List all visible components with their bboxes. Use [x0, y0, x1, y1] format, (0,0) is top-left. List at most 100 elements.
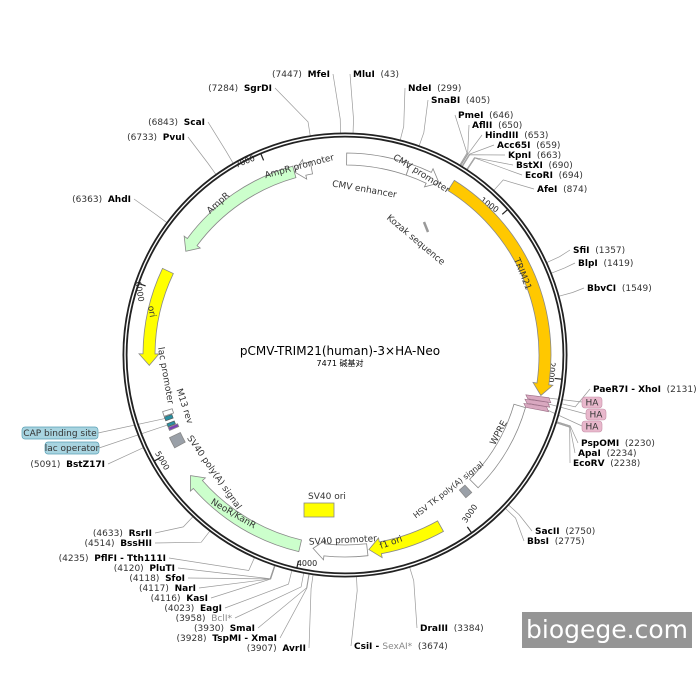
- enzyme-position: (3958): [176, 614, 212, 624]
- enzyme-leader-line: [187, 564, 276, 580]
- enzyme-leader-line: [207, 121, 234, 165]
- enzyme-leader-line: [332, 73, 341, 135]
- enzyme-label-nari: (4117) NarI: [139, 584, 196, 594]
- enzyme-leader-line: [555, 422, 571, 464]
- enzyme-name: SfoI: [165, 574, 185, 584]
- enzyme-name: SacII: [535, 527, 560, 537]
- enzyme-name: SmaI: [230, 624, 255, 634]
- tick-mark: [138, 283, 146, 287]
- enzyme-name: EcoRV: [573, 459, 605, 469]
- feature-lac-promoter: [162, 408, 175, 417]
- enzyme-position: (694): [553, 171, 583, 181]
- feature-ampr-promoter: [293, 158, 313, 180]
- enzyme-name: ApaI: [578, 449, 601, 459]
- feature-label-sv40-promoter: SV40 promoter: [309, 534, 378, 548]
- enzyme-name: RsrII: [129, 529, 152, 539]
- enzyme-name: KpnI: [508, 151, 531, 161]
- enzyme-position: (3384): [448, 624, 484, 634]
- enzyme-position: (874): [557, 185, 587, 195]
- enzyme-position: (1419): [598, 259, 634, 269]
- enzyme-label-tspmi-xmai: (3928) TspMI - XmaI: [177, 634, 277, 644]
- enzyme-position: (7447): [272, 70, 308, 80]
- feature-trim21: [447, 179, 554, 397]
- enzyme-position: (653): [519, 131, 549, 141]
- enzyme-leader-line: [507, 504, 533, 532]
- tick-label: 7000: [234, 154, 256, 170]
- enzyme-leader-line: [274, 87, 311, 137]
- enzyme-label-kpni: KpnI (663): [508, 151, 561, 161]
- watermark: biogege.com: [522, 612, 692, 648]
- enzyme-name: PaeR7I - XhoI: [593, 385, 661, 395]
- enzyme-label-pspomi: PspOMI (2230): [581, 439, 655, 449]
- tick-mark: [260, 153, 265, 161]
- enzyme-position: (1357): [590, 246, 626, 256]
- enzyme-name: AvrII: [282, 644, 306, 654]
- tick-label: 3000: [460, 503, 479, 525]
- feature-label-sv40-ori: SV40 ori: [308, 492, 346, 502]
- enzyme-position: (646): [483, 111, 513, 121]
- backbone-ring-inner: [124, 134, 566, 576]
- enzyme-position: (3907): [247, 644, 283, 654]
- enzyme-label-aflii: AflII (650): [472, 121, 522, 131]
- enzyme-label-apai: ApaI (2234): [578, 449, 637, 459]
- enzyme-label-paer7i-xhoi: PaeR7I - XhoI (2131): [593, 385, 697, 395]
- feature-ampr: [183, 165, 297, 252]
- plasmid-length: 7471 碱基对: [317, 358, 364, 368]
- enzyme-position: (5091): [30, 460, 66, 470]
- tick-mark: [154, 456, 161, 462]
- feature-neor-kanr: [189, 475, 303, 553]
- enzyme-label-mlui: MluI (43): [353, 70, 399, 80]
- enzyme-leader-line: [399, 87, 406, 142]
- enzyme-name: SgrDI: [244, 84, 272, 94]
- enzyme-label-sacii: SacII (2750): [535, 527, 595, 537]
- enzyme-leader-line: [349, 73, 354, 135]
- enzyme-label-ndei: NdeI (299): [408, 84, 461, 94]
- enzyme-name: BstZ17I: [66, 460, 105, 470]
- enzyme-label-bstxi: BstXI (690): [516, 161, 573, 171]
- enzyme-leader-line: [187, 136, 217, 176]
- enzyme-position: (2238): [605, 459, 641, 469]
- enzyme-label-ecorv: EcoRV (2238): [573, 459, 640, 469]
- enzyme-label-smai: (3930) SmaI: [194, 624, 255, 634]
- feature-label-m13-rev: M13 rev: [174, 388, 195, 426]
- enzyme-name: BbvCI: [587, 284, 616, 294]
- enzyme-position: (4514): [85, 539, 121, 549]
- cap-binding-site-badge: [21, 426, 99, 440]
- ha-badge: [581, 396, 603, 409]
- enzyme-position: (43): [375, 70, 399, 80]
- enzyme-name: NarI: [175, 584, 196, 594]
- enzyme-label-sgrdi: (7284) SgrDI: [208, 84, 272, 94]
- enzyme-label-pluti: (4120) PluTI: [114, 564, 175, 574]
- enzyme-leader-line: [409, 566, 418, 629]
- feature-label-lac-promoter: lac promoter: [155, 346, 175, 405]
- feature-wpre: [469, 403, 526, 489]
- enzyme-name: SfiI: [573, 246, 590, 256]
- enzyme-label-bsshii: (4514) BssHII: [85, 539, 152, 549]
- enzyme-position: (4120): [114, 564, 150, 574]
- enzyme-label-mfei: (7447) MfeI: [272, 70, 330, 80]
- enzyme-leader-line: [558, 287, 585, 297]
- enzyme-label-ecori: EcoRI (694): [525, 171, 583, 181]
- enzyme-label-draiii: DraIII (3384): [420, 624, 484, 634]
- enzyme-leader-line: [418, 99, 429, 147]
- feature-sv40-ori: [303, 502, 335, 518]
- enzyme-position: (3674): [412, 642, 448, 652]
- enzyme-name: BclI*: [211, 614, 232, 624]
- enzyme-label-acc65i: Acc65I (659): [497, 141, 560, 151]
- enzyme-position: (2230): [619, 439, 655, 449]
- enzyme-name: CsiI -: [354, 642, 382, 652]
- enzyme-name: AflII: [472, 121, 492, 131]
- enzyme-name: TspMI - XmaI: [212, 634, 277, 644]
- enzyme-leader-line: [459, 124, 470, 167]
- feature-m13-rev: [167, 423, 180, 432]
- ha-badge: [581, 420, 603, 433]
- enzyme-leader-line: [550, 262, 576, 274]
- enzyme-leader-line: [279, 573, 310, 639]
- enzyme-leader-line: [454, 114, 468, 167]
- enzyme-position: (659): [531, 141, 561, 151]
- enzyme-name: EcoRI: [525, 171, 553, 181]
- tick-mark: [296, 560, 300, 568]
- feature-kozak-sequence: [422, 221, 430, 233]
- enzyme-position: (6843): [148, 118, 184, 128]
